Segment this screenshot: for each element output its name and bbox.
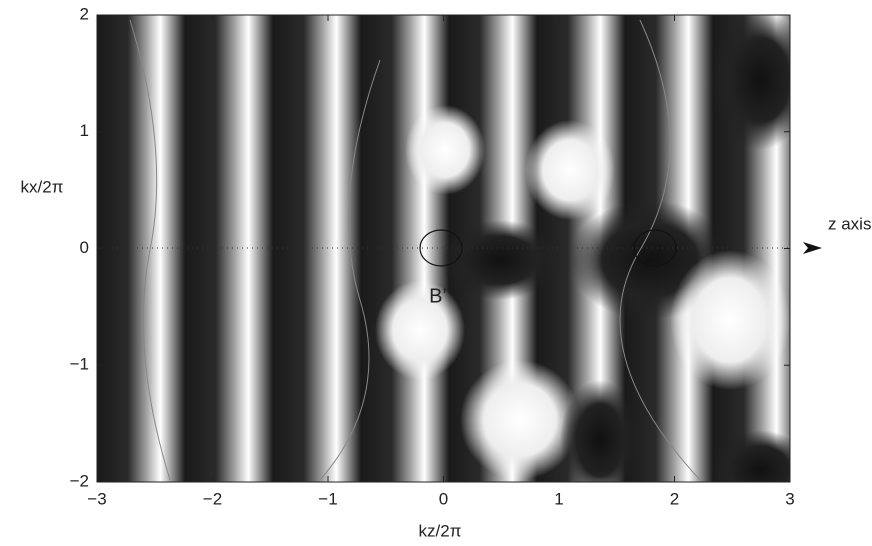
- y-tick-label: 1: [80, 121, 89, 140]
- annotation: z axis: [828, 214, 871, 233]
- x-tick-label: −3: [87, 489, 106, 508]
- x-axis-label: kz/2π: [419, 521, 462, 540]
- axis-arrow: [803, 242, 822, 254]
- chart: B’ z axis kz/2π kx/2π −3−2−10123−2−1012: [0, 0, 872, 546]
- y-tick-label: 2: [80, 4, 89, 23]
- y-axis-label: kx/2π: [21, 177, 64, 196]
- x-tick-label: 1: [554, 489, 563, 508]
- y-tick-label: −1: [70, 355, 89, 374]
- phase-pattern: [97, 10, 810, 510]
- x-tick-label: 2: [670, 489, 679, 508]
- y-tick-label: 0: [80, 238, 89, 257]
- x-tick-label: −1: [318, 489, 337, 508]
- x-tick-label: 3: [785, 489, 794, 508]
- y-tick-label: −2: [70, 471, 89, 490]
- annotation: B’: [429, 285, 447, 307]
- x-tick-label: −2: [203, 489, 222, 508]
- x-tick-label: 0: [439, 489, 448, 508]
